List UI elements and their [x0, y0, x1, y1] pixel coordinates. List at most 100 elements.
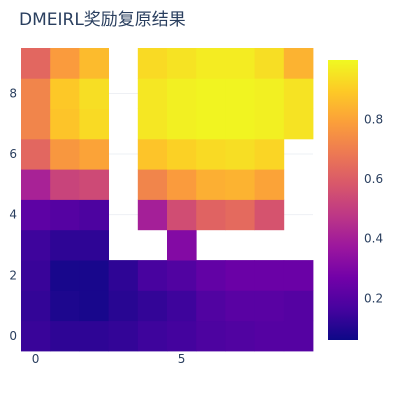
heatmap-cell: [167, 199, 197, 231]
heatmap-cell: [137, 78, 168, 109]
heatmap-cell: [137, 199, 168, 231]
heatmap-cell: [79, 48, 109, 79]
heatmap-cell: [196, 290, 226, 322]
heatmap-cell: [50, 48, 80, 79]
heatmap-cell: [254, 320, 285, 352]
heatmap-cell: [79, 78, 109, 109]
heatmap-cell: [21, 48, 51, 79]
heatmap-cell: [225, 138, 255, 170]
chart-title: DMEIRL奖励复原结果: [19, 10, 186, 30]
y-tick-label: 8: [9, 86, 17, 100]
heatmap-cell: [21, 229, 51, 261]
heatmap-cell: [225, 169, 255, 200]
heatmap-cell: [79, 260, 109, 291]
heatmap-cell: [283, 320, 314, 352]
heatmap-cell: [21, 169, 51, 200]
colorbar-tick-label: 0.2: [364, 291, 383, 305]
y-tick-label: 4: [9, 208, 17, 222]
heatmap-cell: [254, 78, 285, 109]
heatmap-cell: [167, 138, 197, 170]
heatmap-cell: [167, 260, 197, 291]
colorbar: [328, 60, 358, 340]
heatmap-cell: [21, 320, 51, 352]
heatmap-cell: [50, 78, 80, 109]
heatmap-cell: [167, 229, 197, 261]
heatmap-cell: [167, 169, 197, 200]
heatmap-cell: [167, 48, 197, 79]
heatmap-cell: [254, 138, 285, 170]
heatmap-cell: [167, 320, 197, 352]
heatmap-cell: [283, 108, 314, 140]
heatmap-cell: [50, 169, 80, 200]
heatmap-cell: [21, 108, 51, 140]
heatmap-cell: [79, 320, 109, 352]
heatmap-cell: [196, 320, 226, 352]
heatmap-cell: [21, 78, 51, 109]
heatmap-cell: [137, 320, 168, 352]
heatmap-cell: [283, 78, 314, 109]
heatmap-cell: [21, 138, 51, 170]
heatmap-cell: [21, 199, 51, 231]
heatmap-cell: [137, 290, 168, 322]
heatmap-cell: [196, 260, 226, 291]
heatmap-cell: [137, 138, 168, 170]
y-tick-label: 2: [9, 268, 17, 282]
heatmap-cell: [225, 48, 255, 79]
heatmap-cell: [108, 260, 139, 291]
x-tick-label: 0: [32, 352, 40, 366]
y-tick-label: 6: [9, 147, 17, 161]
heatmap-cell: [196, 138, 226, 170]
heatmap-cell: [225, 320, 255, 352]
heatmap-cell: [283, 48, 314, 79]
x-tick-label: 5: [178, 352, 186, 366]
heatmap-cell: [50, 320, 80, 352]
heatmap-cell: [50, 260, 80, 291]
y-axis-ticks: 0 2 4 6 8: [9, 86, 17, 342]
heatmap-cell: [225, 260, 255, 291]
heatmap-cell: [50, 108, 80, 140]
heatmap-cell: [50, 199, 80, 231]
heatmap-cell: [225, 199, 255, 231]
heatmap-cell: [167, 290, 197, 322]
colorbar-tick-label: 0.4: [364, 232, 383, 246]
heatmap-cell: [50, 138, 80, 170]
heatmap-cell: [50, 229, 80, 261]
heatmap-cell: [225, 290, 255, 322]
heatmap-cells: [21, 48, 314, 352]
heatmap-cell: [196, 108, 226, 140]
heatmap-cell: [283, 260, 314, 291]
heatmap-cell: [79, 199, 109, 231]
heatmap-cell: [108, 320, 139, 352]
heatmap-cell: [79, 229, 109, 261]
heatmap-cell: [108, 290, 139, 322]
heatmap-cell: [50, 290, 80, 322]
heatmap-cell: [196, 199, 226, 231]
heatmap-cell: [254, 48, 285, 79]
heatmap-cell: [21, 290, 51, 322]
heatmap-cell: [254, 199, 285, 231]
heatmap-cell: [225, 108, 255, 140]
heatmap-cell: [283, 290, 314, 322]
heatmap-cell: [196, 169, 226, 200]
heatmap-cell: [79, 108, 109, 140]
heatmap-cell: [167, 78, 197, 109]
heatmap-cell: [79, 138, 109, 170]
heatmap-cell: [137, 48, 168, 79]
heatmap-cell: [254, 290, 285, 322]
heatmap-cell: [254, 169, 285, 200]
heatmap-cell: [137, 108, 168, 140]
colorbar-tick-label: 0.6: [364, 172, 383, 186]
heatmap-cell: [196, 48, 226, 79]
heatmap-cell: [196, 78, 226, 109]
heatmap-cell: [225, 78, 255, 109]
heatmap-cell: [79, 169, 109, 200]
heatmap-cell: [167, 108, 197, 140]
heatmap-cell: [254, 108, 285, 140]
heatmap-cell: [137, 260, 168, 291]
heatmap-cell: [79, 290, 109, 322]
colorbar-tick-label: 0.8: [364, 113, 383, 127]
colorbar-ticks: 0.2 0.4 0.6 0.8: [364, 113, 383, 306]
heatmap-cell: [137, 169, 168, 200]
